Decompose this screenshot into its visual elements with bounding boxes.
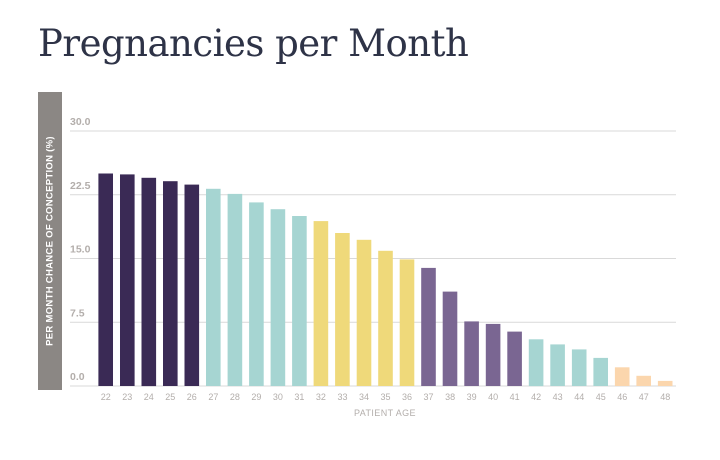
bar-age-48 (657, 380, 673, 386)
x-tick-label: 36 (402, 392, 412, 402)
x-tick-label: 41 (510, 392, 520, 402)
bar-age-43 (550, 344, 565, 386)
chart-title: Pregnancies per Month (38, 22, 469, 65)
bar-age-39 (464, 321, 479, 386)
bar-age-31 (292, 216, 307, 386)
bar-age-29 (249, 202, 264, 386)
x-tick-label: 33 (337, 392, 347, 402)
x-tick-label: 44 (574, 392, 584, 402)
bar-age-27 (206, 188, 221, 386)
x-tick-label: 35 (380, 392, 390, 402)
bar-age-47 (636, 375, 651, 386)
bar-age-45 (593, 357, 608, 386)
x-tick-label: 46 (617, 392, 627, 402)
bar-age-46 (614, 367, 630, 386)
x-tick-label: 37 (423, 392, 433, 402)
bar-age-24 (141, 177, 157, 387)
x-tick-label: 34 (359, 392, 369, 402)
x-tick-label: 48 (660, 392, 670, 402)
y-tick-label: 15.0 (70, 244, 91, 256)
bar-age-23 (120, 174, 135, 386)
x-tick-label: 28 (230, 392, 240, 402)
x-tick-label: 47 (639, 392, 649, 402)
bar-age-22 (98, 173, 113, 386)
y-tick-label: 30.0 (70, 116, 91, 128)
y-tick-label: 22.5 (70, 180, 91, 192)
y-tick-label: 0.0 (70, 371, 85, 383)
x-tick-label: 31 (294, 392, 304, 402)
bar-age-34 (356, 239, 372, 386)
x-tick-label: 26 (187, 392, 197, 402)
y-tick-label: 7.5 (70, 307, 85, 319)
x-tick-label: 39 (467, 392, 477, 402)
bar-age-41 (507, 331, 522, 386)
x-axis-label: PATIENT AGE (354, 408, 416, 418)
bar-age-37 (421, 267, 436, 386)
bar-age-38 (442, 291, 458, 386)
x-tick-label: 23 (122, 392, 132, 402)
y-axis-label-band (38, 92, 62, 390)
bar-age-44 (571, 349, 587, 386)
bar-age-33 (335, 233, 350, 386)
bar-age-28 (227, 193, 243, 386)
bar-age-32 (313, 221, 329, 386)
x-tick-label: 43 (553, 392, 563, 402)
bar-age-36 (399, 259, 415, 386)
bar-age-26 (184, 184, 200, 386)
bar-age-40 (485, 323, 501, 386)
x-tick-label: 45 (596, 392, 606, 402)
bar-age-30 (270, 209, 286, 386)
x-tick-label: 42 (531, 392, 541, 402)
x-tick-label: 32 (316, 392, 326, 402)
bar-age-25 (163, 181, 178, 386)
bar-age-42 (528, 339, 544, 387)
x-tick-label: 29 (251, 392, 261, 402)
x-tick-label: 24 (144, 392, 154, 402)
x-tick-label: 27 (208, 392, 218, 402)
x-tick-label: 30 (273, 392, 283, 402)
x-tick-label: 25 (165, 392, 175, 402)
bar-age-35 (378, 250, 393, 386)
x-tick-label: 22 (101, 392, 111, 402)
x-tick-label: 40 (488, 392, 498, 402)
x-tick-label: 38 (445, 392, 455, 402)
